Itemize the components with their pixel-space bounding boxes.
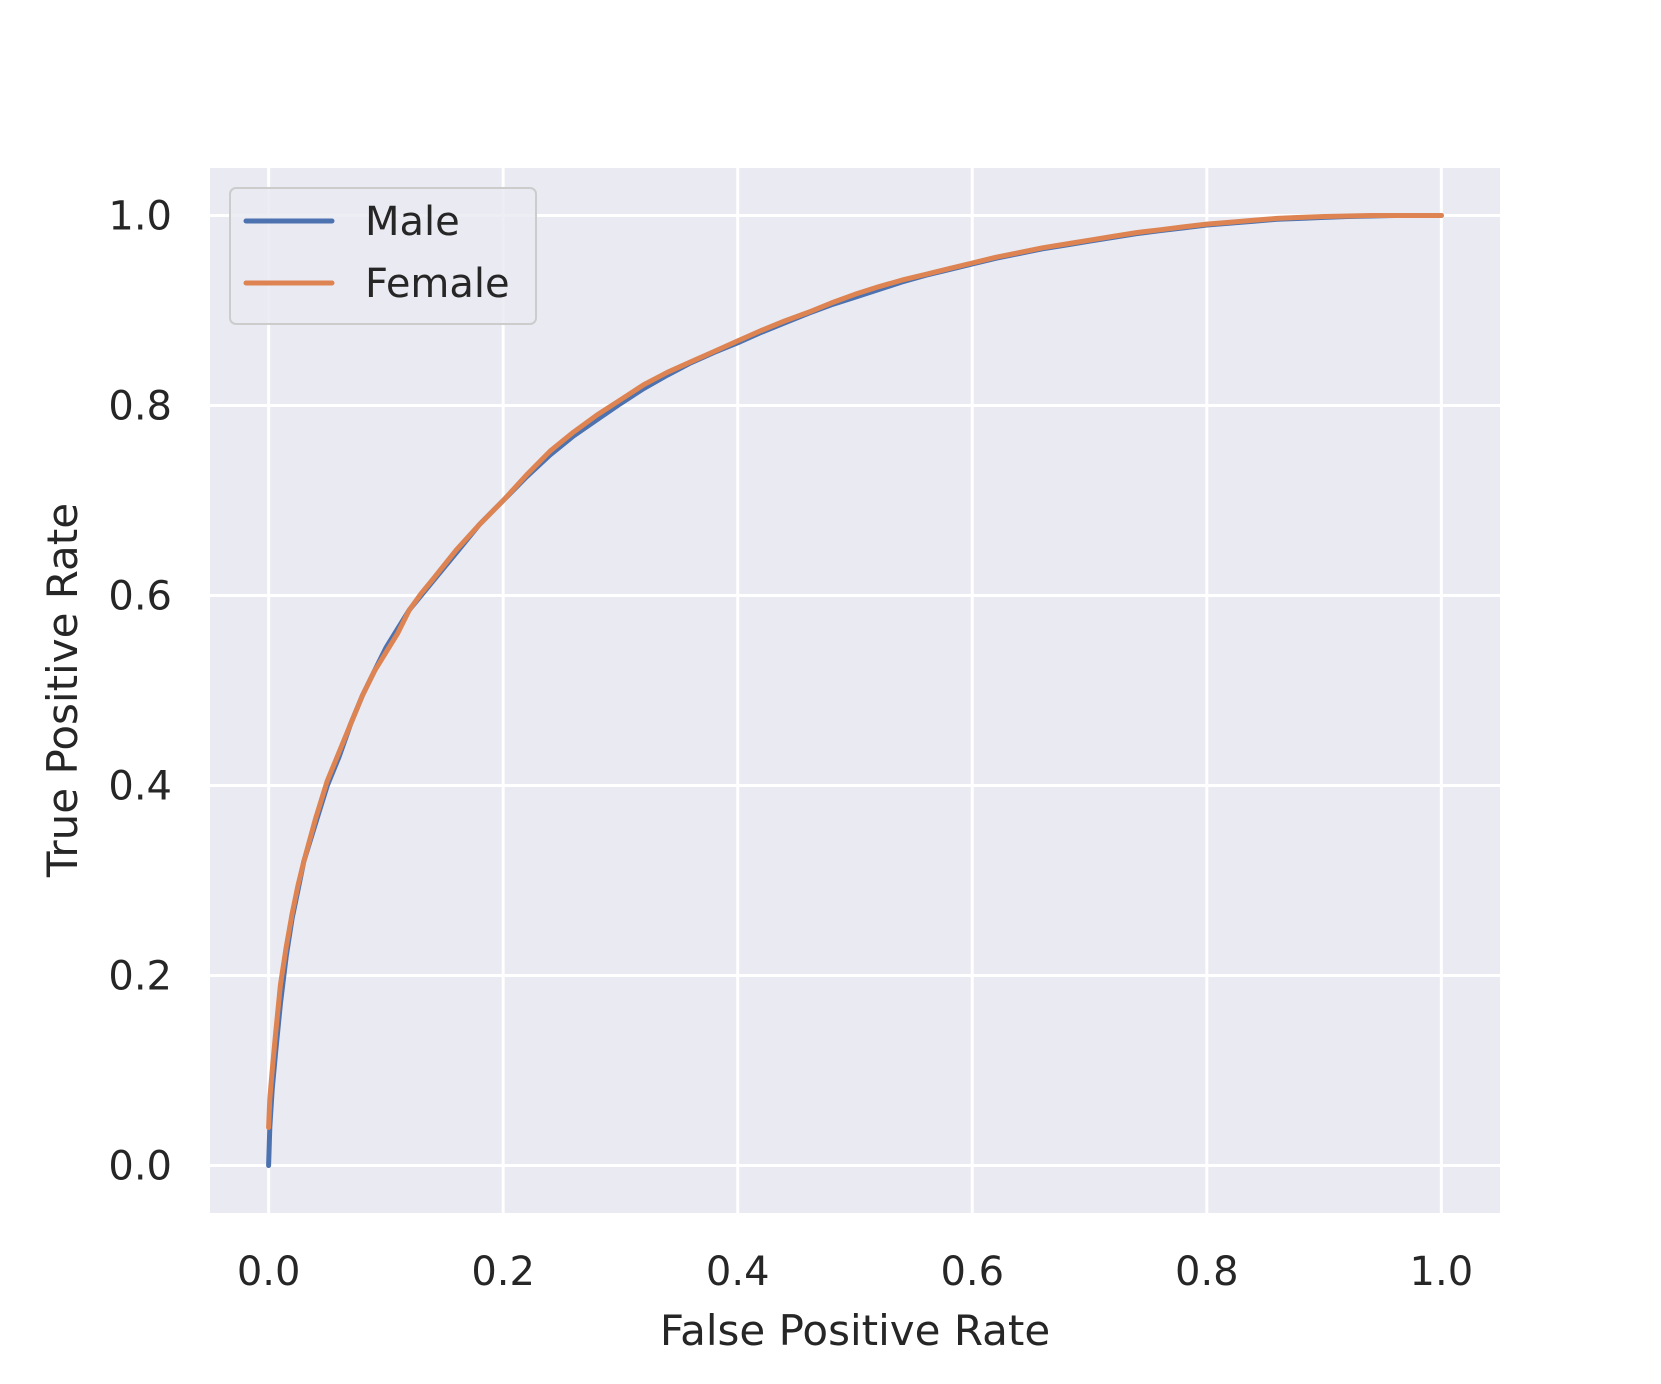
y-tick-label-2: 0.4 (108, 764, 172, 810)
x-tick-label-4: 0.8 (1175, 1249, 1239, 1295)
y-axis-title: True Positive Rate (38, 503, 87, 878)
legend: Male Female (229, 187, 537, 325)
legend-label-male: Male (365, 199, 460, 245)
x-tick-label-5: 1.0 (1410, 1249, 1474, 1295)
y-tick-label-0: 0.0 (108, 1144, 172, 1190)
x-tick-label-1: 0.2 (471, 1249, 535, 1295)
series-line-female (266, 213, 1444, 1130)
series-layer (266, 213, 1444, 1168)
y-tick-label-3: 0.6 (108, 574, 172, 620)
x-tick-label-2: 0.4 (706, 1249, 770, 1295)
y-tick-label-5: 1.0 (108, 194, 172, 240)
plot-background (210, 168, 1500, 1213)
legend-label-female: Female (365, 261, 510, 307)
x-tick-label-3: 0.6 (940, 1249, 1004, 1295)
y-tick-label-1: 0.2 (108, 954, 172, 1000)
x-tick-label-0: 0.0 (237, 1249, 301, 1295)
y-tick-label-4: 0.8 (108, 384, 172, 430)
x-axis-ticks: 0.0 0.2 0.4 0.6 0.8 1.0 (237, 1249, 1473, 1295)
x-axis-title: False Positive Rate (660, 1306, 1050, 1355)
y-axis-ticks: 0.0 0.2 0.4 0.6 0.8 1.0 (108, 194, 172, 1190)
